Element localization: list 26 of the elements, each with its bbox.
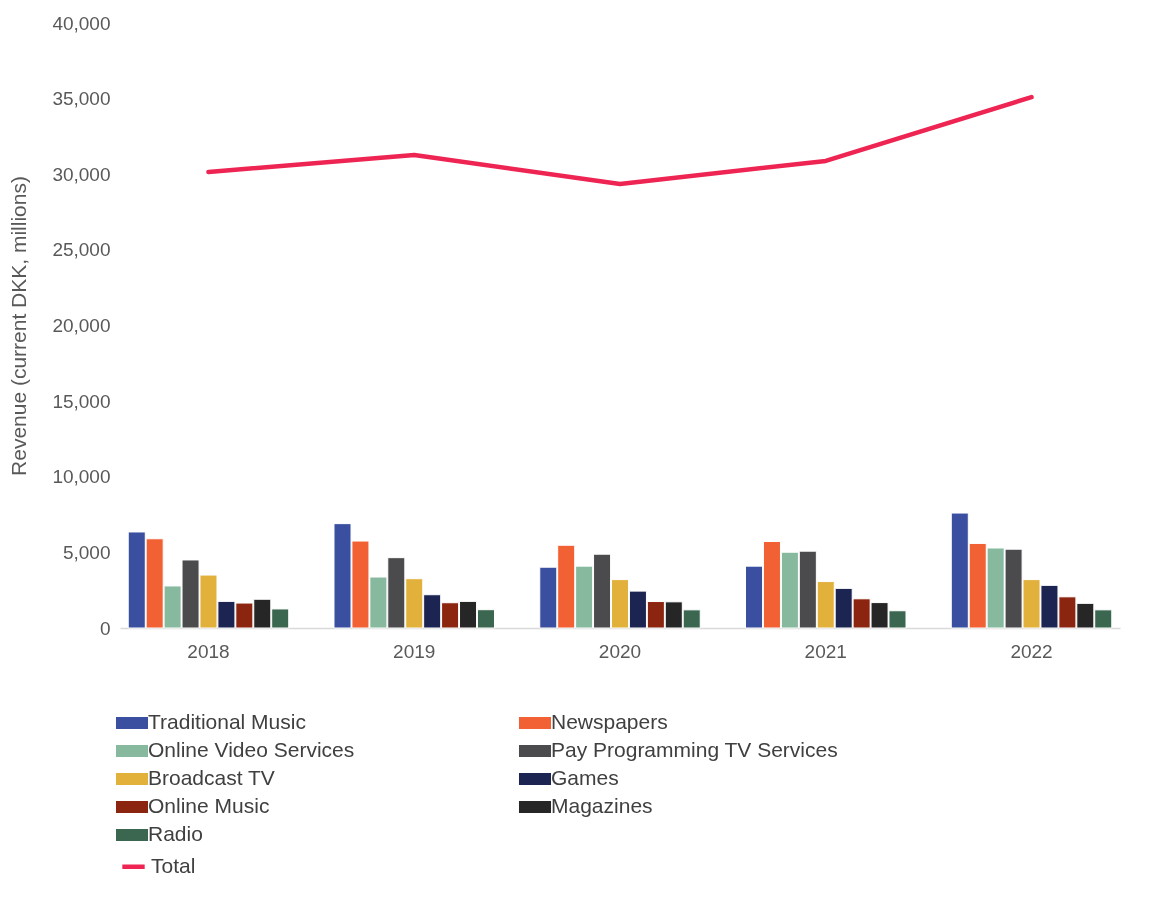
y-tick-label: 25,000: [52, 239, 111, 261]
y-tick-label: 5,000: [62, 541, 111, 563]
y-tick-label: 20,000: [52, 315, 111, 336]
legend-label: Games: [551, 766, 619, 789]
legend-label: Radio: [148, 822, 203, 845]
legend-label: Newspapers: [551, 710, 668, 733]
x-tick-label: 2022: [1010, 640, 1053, 662]
y-axis-title: Revenue (current DKK, millions): [7, 176, 31, 476]
y-tick-label: 30,000: [52, 163, 111, 185]
legend-label: Broadcast TV: [148, 766, 275, 789]
line-series: [206, 94, 1034, 187]
y-tick-label: 0: [99, 617, 111, 639]
y-tick-label: 35,000: [52, 88, 111, 110]
legend-label: Pay Programming TV Services: [551, 738, 838, 761]
y-tick-label: 40,000: [52, 12, 111, 34]
legend-label: Online Video Services: [148, 738, 355, 761]
y-tick-label: 15,000: [52, 390, 111, 412]
x-tick-label: 2020: [598, 640, 642, 662]
legend-label: Traditional Music: [148, 710, 306, 733]
y-tick-label: 10,000: [52, 466, 111, 488]
x-tick-label: 2019: [393, 640, 436, 662]
x-tick-label: 2018: [187, 640, 230, 662]
legend-label: Online Music: [148, 794, 270, 817]
x-tick-label: 2021: [804, 640, 847, 662]
legend-label: Magazines: [551, 794, 653, 817]
legend-label: Total: [151, 853, 196, 877]
